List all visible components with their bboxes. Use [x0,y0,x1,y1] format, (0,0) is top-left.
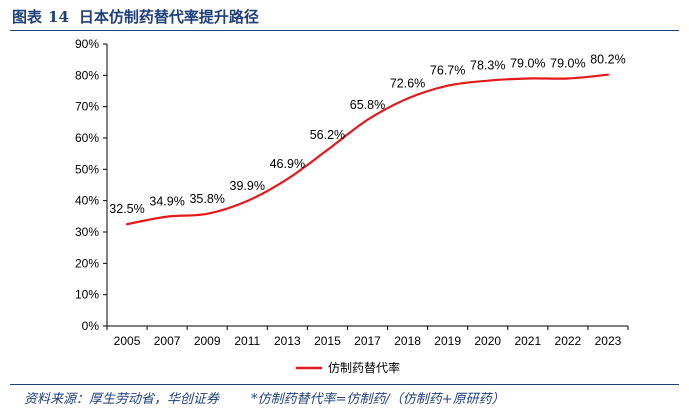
x-tick-label: 2011 [234,334,260,348]
x-tick-label: 2022 [555,334,582,348]
x-tick-label: 2017 [354,334,381,348]
header-rule [10,30,679,31]
y-tick-label: 70% [75,100,99,114]
data-label: 46.9% [270,157,305,171]
y-tick-label: 50% [75,162,99,176]
y-tick-label: 40% [75,194,99,208]
source-text: 资料来源：厚生劳动省，华创证券 [24,392,220,407]
data-label: 79.0% [550,56,585,70]
legend-label: 仿制药替代率 [328,360,400,375]
data-label: 78.3% [470,59,505,73]
data-label: 65.8% [350,98,385,112]
data-label: 76.7% [430,64,465,78]
chart-ticks: 0% 10% 20% 30% 40% 50% 60% 70% 80% 90% 2005 2007 200… [75,37,629,348]
footer: 资料来源：厚生劳动省，华创证券 *仿制药替代率=仿制药/（仿制药+原研药） [24,388,505,407]
figure-title-text: 日本仿制药替代率提升路径 [78,8,259,26]
y-tick-label: 30% [75,225,99,239]
data-label: 72.6% [390,77,425,91]
data-label: 34.9% [149,195,184,209]
chart-axes [106,44,628,327]
x-tick-label: 2009 [194,334,221,348]
x-tick-label: 2005 [114,334,141,348]
x-tick-label: 2019 [434,334,461,348]
y-tick-label: 0% [82,319,100,333]
data-label: 80.2% [590,53,625,67]
x-tick-label: 2018 [394,334,421,348]
y-tick-label: 80% [75,68,99,82]
data-label: 79.0% [510,56,545,70]
x-tick-label: 2023 [595,334,622,348]
data-label: 32.5% [109,202,144,216]
formula-note: *仿制药替代率=仿制药/（仿制药+原研药） [251,392,505,407]
figure-number: 14 [48,8,69,26]
y-tick-label: 60% [75,131,99,145]
x-tick-label: 2021 [514,334,541,348]
line-chart: 0% 10% 20% 30% 40% 50% 60% 70% 80% 90% 2005 2007 200… [75,37,629,375]
figure-title: 图表 14 日本仿制药替代率提升路径 [12,6,259,27]
figure-label: 图表 [12,8,43,26]
data-label: 56.2% [310,128,345,142]
x-tick-label: 2015 [314,334,341,348]
data-label: 35.8% [189,192,224,206]
x-tick-label: 2013 [274,334,301,348]
x-tick-label: 2007 [154,334,181,348]
x-tick-label: 2020 [474,334,501,348]
y-tick-label: 10% [75,288,99,302]
footer-rule [10,384,679,385]
data-labels: 32.5% 34.9% 35.8% 39.9% 46.9% 56.2% 65.8% 72.6%… [109,53,625,216]
y-tick-label: 20% [75,256,99,270]
series-line [125,73,610,226]
data-label: 39.9% [230,179,265,193]
y-tick-label: 90% [75,37,99,51]
legend: 仿制药替代率 [296,360,400,375]
